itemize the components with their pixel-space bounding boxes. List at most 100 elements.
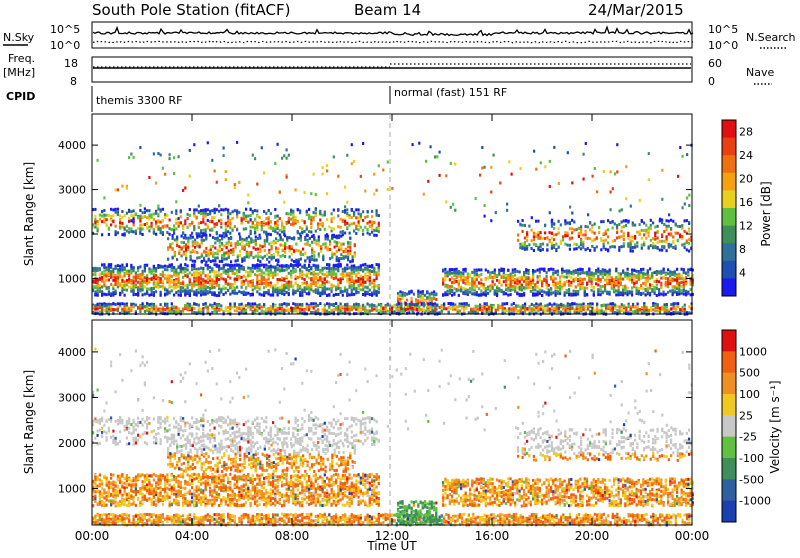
- echo-cell: [175, 286, 177, 289]
- echo-cell: [318, 242, 320, 245]
- echo-cell: [283, 309, 285, 312]
- echo-cell: [492, 286, 494, 289]
- echo-cell: [371, 279, 373, 282]
- echo-cell: [552, 276, 554, 279]
- echo-cell: [232, 269, 234, 272]
- echo-cell: [555, 248, 557, 251]
- echo-cell: [153, 213, 155, 216]
- echo-cell: [187, 246, 189, 249]
- echo-cell: [306, 284, 308, 287]
- echo-cell: [636, 281, 638, 284]
- echo-cell: [254, 286, 256, 289]
- echo-cell: [259, 216, 261, 219]
- echo-cell: [367, 222, 369, 225]
- echo-cell: [564, 270, 566, 273]
- echo-cell: [216, 310, 218, 313]
- echo-cell: [205, 215, 207, 218]
- echo-cell: [371, 215, 373, 218]
- echo-cell: [310, 222, 312, 225]
- echo-cell: [297, 231, 299, 234]
- echo-cell: [632, 250, 634, 253]
- echo-cell: [198, 222, 200, 225]
- echo-cell: [208, 253, 210, 256]
- echo-cell: [187, 213, 189, 216]
- echo-cell: [313, 259, 315, 262]
- echo-cell: [681, 285, 683, 288]
- echo-cell: [97, 229, 99, 232]
- echo-cell: [609, 246, 611, 249]
- echo-cell: [250, 304, 252, 307]
- echo-cell: [564, 234, 566, 237]
- echo-cell: [187, 237, 189, 240]
- echo-cell: [196, 270, 198, 273]
- echo-cell: [519, 246, 521, 249]
- echo-cell: [654, 226, 656, 229]
- echo-cell: [355, 291, 357, 294]
- echo-cell: [355, 216, 357, 219]
- echo-cell: [169, 282, 171, 285]
- echo-cell: [247, 282, 249, 285]
- echo-cell: [444, 293, 446, 296]
- echo-cell: [523, 271, 525, 274]
- echo-cell: [451, 281, 453, 284]
- echo-cell: [234, 264, 236, 267]
- echo-cell: [567, 222, 569, 225]
- echo-cell: [602, 276, 604, 279]
- echo-cell: [614, 222, 616, 225]
- echo-cell: [99, 214, 101, 217]
- echo-cell: [325, 246, 327, 249]
- echo-cell: [568, 284, 570, 287]
- echo-cell: [196, 245, 198, 248]
- echo-cell: [227, 230, 229, 233]
- echo-cell: [555, 277, 557, 280]
- echo-cell: [586, 294, 588, 297]
- echo-cell: [600, 248, 602, 251]
- echo-cell: [292, 289, 294, 292]
- echo-cell: [216, 208, 218, 211]
- echo-cell: [162, 225, 164, 228]
- echo-cell: [674, 287, 676, 290]
- echo-cell: [326, 267, 328, 270]
- echo-cell: [221, 234, 223, 237]
- echo-cell: [200, 271, 202, 274]
- echo-cell: [198, 304, 200, 307]
- echo-cell: [340, 245, 342, 248]
- echo-cell: [214, 310, 216, 313]
- echo-cell: [447, 274, 449, 277]
- echo-cell: [151, 222, 153, 225]
- echo-cell: [566, 276, 568, 279]
- echo-cell: [227, 270, 229, 273]
- echo-cell: [483, 283, 485, 286]
- noise-left-tick-top: 10^5: [50, 23, 80, 36]
- echo-cell: [337, 269, 339, 272]
- echo-cell: [196, 241, 198, 244]
- echo-cell: [108, 268, 110, 271]
- echo-cell: [569, 248, 571, 251]
- echo-cell: [142, 271, 144, 274]
- echo-cell: [167, 248, 169, 251]
- echo-cell: [591, 278, 593, 281]
- echo-cell: [540, 237, 542, 240]
- echo-cell: [534, 288, 536, 291]
- echo-cell: [465, 291, 467, 294]
- echo-cell: [142, 302, 144, 305]
- noise-left-tick-bottom: 10^0: [50, 39, 80, 52]
- echo-cell: [164, 303, 166, 306]
- echo-cell: [514, 278, 516, 281]
- echo-cell: [283, 302, 285, 305]
- echo-cell: [618, 274, 620, 277]
- echo-cell: [346, 212, 348, 215]
- echo-cell: [579, 277, 581, 280]
- echo-cell: [541, 268, 543, 271]
- echo-cell: [378, 291, 380, 294]
- echo-cell: [326, 310, 328, 313]
- echo-cell: [183, 253, 185, 256]
- echo-cell: [618, 236, 620, 239]
- echo-cell: [634, 237, 636, 240]
- echo-cell: [328, 305, 330, 308]
- echo-cell: [142, 228, 144, 231]
- echo-cell: [133, 230, 135, 233]
- echo-cell: [214, 242, 216, 245]
- echo-cell: [654, 232, 656, 235]
- echo-cell: [103, 220, 105, 223]
